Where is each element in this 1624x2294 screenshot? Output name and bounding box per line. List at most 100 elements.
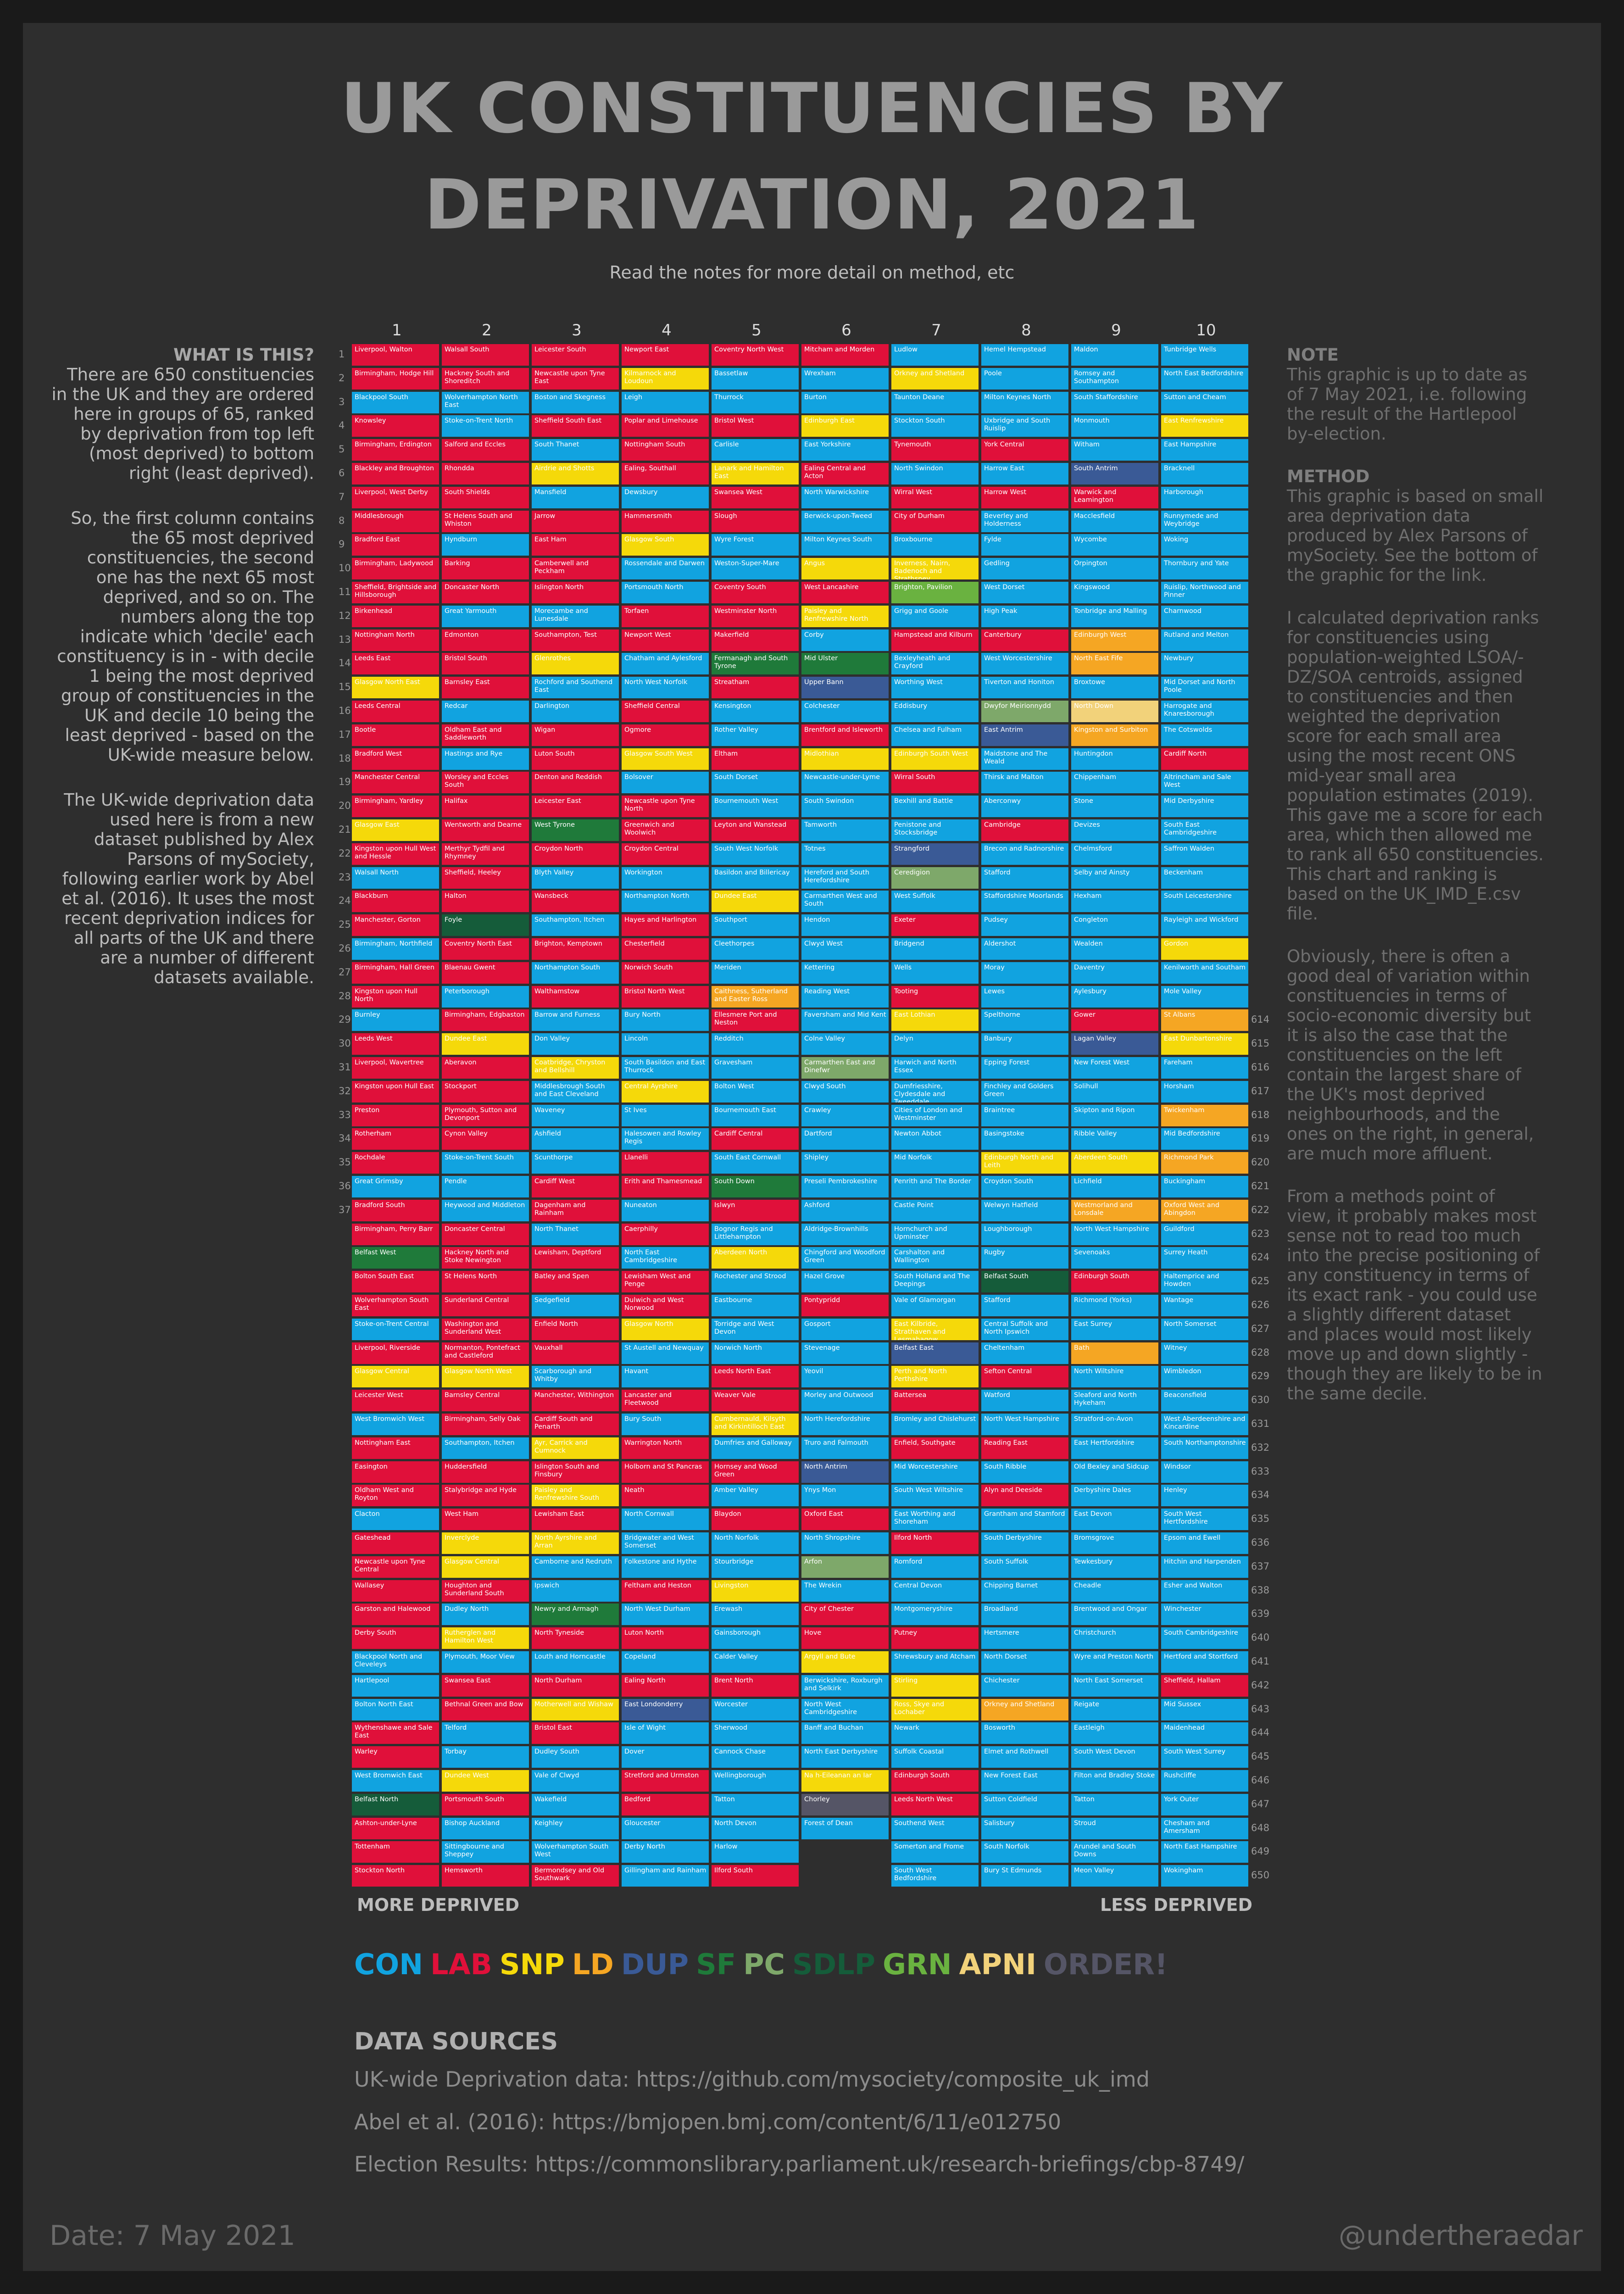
- constituency-cell: Kingston and Surbiton: [1071, 724, 1158, 746]
- legend-lab: LAB: [430, 1948, 492, 1981]
- column-label-4: 4: [662, 321, 672, 340]
- constituency-cell: Harrogate and Knaresborough: [1161, 701, 1248, 722]
- rank-label-left: 29: [339, 1014, 351, 1025]
- constituency-cell: East Devon: [1071, 1509, 1158, 1531]
- constituency-cell: West Bromwich West: [352, 1414, 439, 1435]
- constituency-cell: Walsall South: [442, 344, 529, 366]
- constituency-cell: Portsmouth North: [622, 582, 709, 603]
- constituency-cell: Stoke-on-Trent Central: [352, 1318, 439, 1340]
- rank-label-left: 30: [339, 1038, 351, 1049]
- constituency-cell: Birmingham, Yardley: [352, 796, 439, 818]
- constituency-cell: Henley: [1161, 1485, 1248, 1507]
- constituency-cell: Erewash: [712, 1604, 799, 1626]
- constituency-cell: Mid Sussex: [1161, 1698, 1248, 1720]
- rank-label-right: 623: [1251, 1228, 1270, 1239]
- rank-label-right: 645: [1251, 1751, 1270, 1762]
- rank-label-left: 24: [339, 895, 351, 907]
- constituency-cell: North East Bedfordshire: [1161, 367, 1248, 390]
- constituency-cell: Feltham and Heston: [622, 1580, 709, 1602]
- constituency-cell: Mid Worcestershire: [891, 1461, 979, 1483]
- constituency-cell: Stockport: [442, 1080, 529, 1102]
- constituency-cell: Ludlow: [891, 344, 979, 366]
- rank-label-right: 650: [1251, 1870, 1270, 1881]
- constituency-cell: Northampton North: [622, 891, 709, 913]
- rank-label-right: 649: [1251, 1846, 1270, 1857]
- constituency-cell: Eastbourne: [712, 1295, 799, 1316]
- constituency-cell: Tonbridge and Malling: [1071, 605, 1158, 627]
- constituency-cell: Kingswood: [1071, 582, 1158, 603]
- constituency-cell: Glasgow South: [622, 534, 709, 556]
- constituency-cell: North Herefordshire: [801, 1414, 889, 1435]
- constituency-cell: Blackburn: [352, 891, 439, 913]
- constituency-cell: Chesterfield: [622, 938, 709, 960]
- constituency-cell: Sheffield, Heeley: [442, 867, 529, 889]
- constituency-cell: Birmingham, Hall Green: [352, 962, 439, 984]
- constituency-cell: Alyn and Deeside: [981, 1485, 1068, 1507]
- constituency-cell: Gower: [1071, 1009, 1158, 1031]
- constituency-cell: South Antrim: [1071, 463, 1158, 484]
- constituency-cell: Nottingham East: [352, 1437, 439, 1459]
- data-source-imd: UK-wide Deprivation data: https://github…: [354, 2067, 1150, 2092]
- constituency-cell: West Ham: [442, 1509, 529, 1531]
- rank-label-left: 35: [339, 1157, 351, 1168]
- rank-label-right: 616: [1251, 1062, 1270, 1073]
- constituency-cell: Calder Valley: [712, 1651, 799, 1673]
- constituency-cell: Grantham and Stamford: [981, 1509, 1068, 1531]
- legend-con: CON: [354, 1948, 423, 1981]
- constituency-cell: Croydon Central: [622, 843, 709, 865]
- constituency-cell: Mid Derbyshire: [1161, 796, 1248, 818]
- constituency-cell: West Tyrone: [532, 819, 619, 841]
- constituency-cell: Blyth Valley: [532, 867, 619, 889]
- constituency-cell: Maidstone and The Weald: [981, 748, 1068, 770]
- constituency-cell: East Dunbartonshire: [1161, 1033, 1248, 1055]
- constituency-cell: North East Derbyshire: [801, 1746, 889, 1768]
- constituency-cell: Rossendale and Darwen: [622, 558, 709, 580]
- constituency-cell: Hornchurch and Upminster: [891, 1223, 979, 1245]
- constituency-cell: Southampton, Test: [532, 629, 619, 651]
- constituency-cell: Gainsborough: [712, 1627, 799, 1649]
- constituency-cell: Torbay: [442, 1746, 529, 1768]
- constituency-cell: Westminster North: [712, 605, 799, 627]
- constituency-cell: Waveney: [532, 1104, 619, 1126]
- constituency-cell: Ipswich: [532, 1580, 619, 1602]
- constituency-cell: Middlesbrough South and East Cleveland: [532, 1080, 619, 1102]
- constituency-cell: Wolverhampton North East: [442, 391, 529, 413]
- constituency-cell: Skipton and Ripon: [1071, 1104, 1158, 1126]
- constituency-cell: North Somerset: [1161, 1318, 1248, 1340]
- constituency-cell: Boston and Skegness: [532, 391, 619, 413]
- constituency-cell: Erith and Thamesmead: [622, 1176, 709, 1197]
- constituency-cell: Horsham: [1161, 1080, 1248, 1102]
- constituency-cell: Swansea East: [442, 1675, 529, 1697]
- constituency-cell: South Thanet: [532, 439, 619, 461]
- constituency-cell: East Hampshire: [1161, 439, 1248, 461]
- rank-label-left: 16: [339, 705, 351, 716]
- constituency-cell: Wealden: [1071, 938, 1158, 960]
- constituency-cell: Brecon and Radnorshire: [981, 843, 1068, 865]
- constituency-cell: Ealing, Southall: [622, 463, 709, 484]
- constituency-cell: Mid Norfolk: [891, 1152, 979, 1174]
- constituency-cell: Glasgow Central: [352, 1366, 439, 1388]
- constituency-cell: Worsley and Eccles South: [442, 772, 529, 794]
- constituency-cell: Stafford: [981, 1295, 1068, 1316]
- constituency-cell: Harlow: [712, 1841, 799, 1863]
- constituency-cell: Scunthorpe: [532, 1152, 619, 1174]
- right-panel: NOTE This graphic is up to date as of 7 …: [1287, 345, 1544, 1426]
- constituency-cell: Old Bexley and Sidcup: [1071, 1461, 1158, 1483]
- constituency-cell: Sherwood: [712, 1722, 799, 1744]
- constituency-cell: Wansbeck: [532, 891, 619, 913]
- constituency-cell: Oxford West and Abingdon: [1161, 1199, 1248, 1221]
- rank-label-right: 634: [1251, 1489, 1270, 1501]
- constituency-cell: Bassetlaw: [712, 367, 799, 390]
- constituency-cell: Glasgow South West: [622, 748, 709, 770]
- constituency-cell: Livingston: [712, 1580, 799, 1602]
- constituency-cell: North Durham: [532, 1675, 619, 1697]
- constituency-cell: Wyre and Preston North: [1071, 1651, 1158, 1673]
- constituency-cell: Barrow and Furness: [532, 1009, 619, 1031]
- rank-label-right: 618: [1251, 1109, 1270, 1120]
- constituency-cell: Hackney South and Shoreditch: [442, 367, 529, 390]
- constituency-cell: Mansfield: [532, 486, 619, 508]
- constituency-cell: Kenilworth and Southam: [1161, 962, 1248, 984]
- legend-pc: PC: [743, 1948, 785, 1981]
- constituency-cell: Middlesbrough: [352, 510, 439, 532]
- constituency-cell: Ealing North: [622, 1675, 709, 1697]
